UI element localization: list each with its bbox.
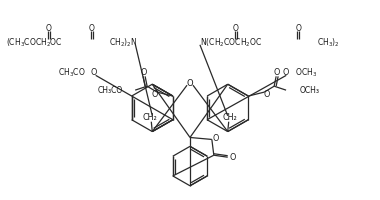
Text: CH$_3$)$_2$: CH$_3$)$_2$ <box>317 37 340 49</box>
Text: CH₂: CH₂ <box>222 113 237 122</box>
Text: OCH₃: OCH₃ <box>300 86 320 95</box>
Text: N(CH$_2$COCH$_2$OC: N(CH$_2$COCH$_2$OC <box>200 37 263 49</box>
Text: O: O <box>283 68 289 77</box>
Text: O: O <box>91 68 97 77</box>
Text: O: O <box>233 24 239 33</box>
Text: O: O <box>295 24 301 33</box>
Text: O: O <box>187 79 193 88</box>
Text: O: O <box>141 68 147 77</box>
Text: O: O <box>152 90 158 99</box>
Text: CH$_2$)$_2$N: CH$_2$)$_2$N <box>109 37 137 49</box>
Text: CH₃CO: CH₃CO <box>98 86 123 95</box>
Text: CH₂: CH₂ <box>143 113 158 122</box>
Text: O: O <box>46 24 52 33</box>
Text: (CH$_3$COCH$_2$OC: (CH$_3$COCH$_2$OC <box>6 37 63 49</box>
Text: O: O <box>263 90 269 99</box>
Text: O: O <box>213 134 219 143</box>
Text: CH$_3$CO: CH$_3$CO <box>58 66 86 79</box>
Text: O: O <box>230 153 236 162</box>
Text: OCH$_3$: OCH$_3$ <box>295 66 317 79</box>
Text: O: O <box>89 24 95 33</box>
Text: O: O <box>274 68 280 77</box>
